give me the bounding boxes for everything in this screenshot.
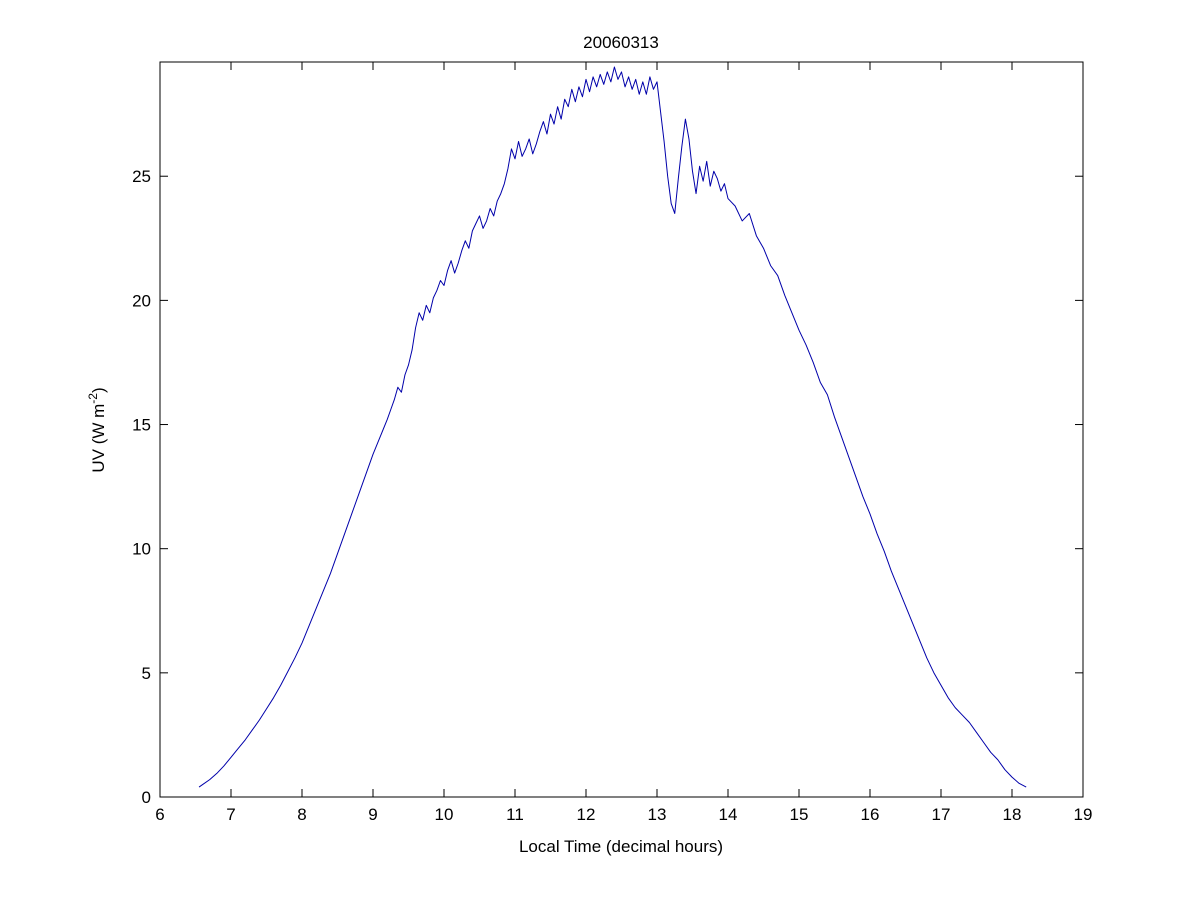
x-tick-label: 9 (368, 805, 377, 824)
x-tick-label: 11 (506, 805, 524, 824)
y-axis-label-superscript: -2 (86, 393, 100, 404)
x-tick-label: 7 (226, 805, 235, 824)
x-axis-label: Local Time (decimal hours) (519, 837, 723, 856)
x-tick-label: 10 (435, 805, 454, 824)
x-tick-label: 12 (577, 805, 596, 824)
y-tick-label: 5 (142, 664, 151, 683)
x-tick-label: 6 (155, 805, 164, 824)
axes-layer: 6 7 8 9 10 11 12 13 14 15 16 17 18 19 0 5 10 15 20 25 (132, 61, 1093, 824)
y-tick-label: 20 (132, 291, 151, 310)
x-tick-label: 19 (1074, 805, 1093, 824)
x-tick-label: 13 (648, 805, 667, 824)
y-tick-label: 0 (142, 788, 151, 807)
plot-box (159, 61, 1084, 798)
x-tick-label: 16 (861, 805, 880, 824)
series-layer (198, 66, 1027, 788)
chart-title: 20060313 (583, 33, 659, 52)
x-tick-label: 18 (1003, 805, 1022, 824)
y-axis-label-prefix: UV (W m (89, 404, 108, 473)
y-axis-label: UV (W m-2) (86, 387, 108, 472)
y-tick-label: 25 (132, 167, 151, 186)
x-tick-label: 8 (297, 805, 306, 824)
y-axis-label-suffix: ) (89, 387, 108, 393)
x-tick-label: 15 (790, 805, 809, 824)
y-tick-label: 15 (132, 416, 151, 435)
x-tick-label: 14 (719, 805, 738, 824)
y-tick-label: 10 (132, 540, 151, 559)
uv-series-line (198, 66, 1027, 788)
x-tick-label: 17 (932, 805, 951, 824)
